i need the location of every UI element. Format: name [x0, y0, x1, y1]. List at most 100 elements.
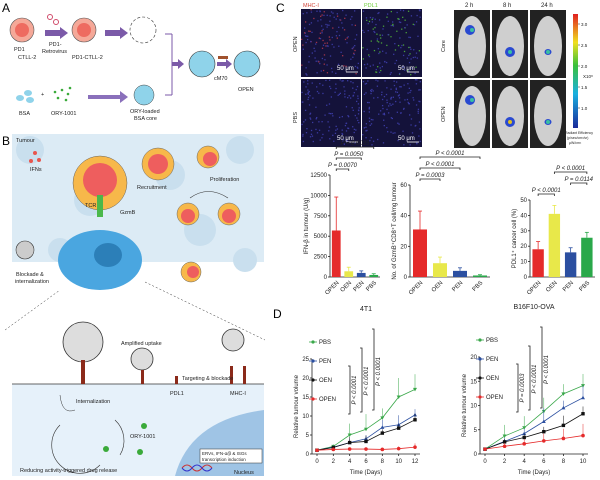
cell-dot [321, 121, 323, 123]
panel-label-a: A [2, 1, 10, 15]
cell-dot [353, 53, 355, 56]
cell-dot [367, 29, 369, 32]
significance-bracket [553, 171, 588, 174]
data-point [347, 447, 352, 451]
cell-dot [365, 137, 367, 139]
cell-dot [352, 126, 354, 128]
cell-dot [411, 132, 414, 134]
cell-dot [382, 28, 384, 30]
cell-dot [316, 72, 318, 74]
cell-dot [368, 101, 370, 104]
p-value-label: P < 0.0001 [544, 355, 550, 384]
cell-dot [390, 24, 392, 27]
cell-dot [339, 92, 342, 95]
colorbar-tick-label: 3.0 [581, 22, 588, 27]
cell-dot [377, 80, 379, 82]
y-axis-label: PDL1⁺ cancer cell (%) [511, 209, 518, 269]
p-value-label: P = 0.0070 [328, 163, 358, 169]
cell-dot [339, 79, 341, 81]
label: BSA [19, 111, 30, 117]
panel-b-schematic: Tumour IFNs TCR GzmB Recruitment Prolife… [4, 134, 266, 476]
mouse-body [534, 86, 562, 146]
label: PD1 [14, 47, 25, 53]
cell-dot [383, 95, 386, 98]
cell-dot [396, 11, 398, 14]
cell-dot [323, 54, 326, 56]
cell-dot [379, 67, 381, 69]
x-tick-label: PBS [579, 280, 592, 293]
cell-dot [384, 60, 386, 63]
cell-dot [309, 112, 312, 114]
cell-dot [414, 79, 417, 81]
open-nanoparticle [130, 347, 154, 371]
micrograph [362, 79, 422, 147]
cell-dot [370, 89, 372, 92]
cell-dot [303, 81, 305, 83]
cell-dot [374, 18, 376, 20]
cell-dot [382, 107, 384, 110]
cell-dot [371, 144, 373, 146]
cell-dot [408, 70, 410, 72]
tcr-receptor [97, 195, 103, 217]
cell-dot [365, 126, 367, 128]
cell-dot [354, 38, 356, 40]
x-tick-label: OEN [340, 280, 353, 293]
x-tick-label: PEN [562, 280, 575, 293]
mouse-body [534, 16, 562, 76]
cell-dot [392, 24, 394, 27]
fluorescence-signal [470, 28, 474, 32]
x-tick-label: OPEN [408, 280, 424, 296]
cell-dot [337, 94, 339, 96]
cell-dot [310, 22, 313, 24]
cell-dot [376, 33, 378, 35]
cell-dot [347, 96, 349, 99]
cell-dot [327, 45, 329, 47]
data-point [347, 433, 352, 437]
y-tick-label: 50 [520, 198, 527, 204]
cell-dot [402, 9, 405, 12]
cell-dot [390, 131, 392, 133]
cell-dot [376, 40, 379, 42]
x-tick-label: 6 [542, 459, 546, 465]
label: Amplified uptake [121, 341, 162, 347]
open-nanoparticle-large [62, 321, 104, 363]
cell-dot [390, 96, 393, 99]
data-point [315, 448, 319, 453]
cell-dot [358, 121, 360, 124]
data-point [581, 412, 585, 416]
cell-dot [311, 52, 313, 54]
cell-dot [322, 84, 324, 86]
cell-dot [335, 87, 337, 90]
y-tick-label: 20 [400, 244, 407, 250]
cell-dot [363, 93, 366, 96]
cell-dot [415, 21, 418, 23]
cell-dot [318, 61, 320, 63]
cell-dot [301, 91, 303, 94]
cell-dot [335, 125, 337, 128]
cell-dot [329, 15, 331, 17]
cell-dot [326, 42, 329, 44]
cell-dot [331, 43, 333, 46]
cell-dot [346, 37, 348, 39]
x-tick-label: OPEN [526, 280, 542, 296]
cell-dot [378, 19, 381, 21]
cell-dot [353, 128, 356, 131]
cell-dot [368, 54, 370, 56]
cell-dot [332, 115, 334, 117]
cell-dot [344, 96, 346, 98]
label: internalization [15, 279, 49, 285]
cell-dot [369, 124, 371, 126]
data-point [542, 439, 546, 443]
cell-dot [388, 105, 390, 107]
cell-dot [342, 140, 344, 142]
cell-dot [366, 129, 368, 132]
cell-dot [365, 130, 367, 132]
data-point [502, 440, 507, 444]
cell-dot [326, 64, 328, 66]
cell-dot [306, 128, 308, 130]
cell-dot [311, 82, 313, 84]
x-tick-label: PBS [365, 280, 378, 293]
y-axis-label: IFN-β in tumour (U/g) [304, 198, 310, 255]
